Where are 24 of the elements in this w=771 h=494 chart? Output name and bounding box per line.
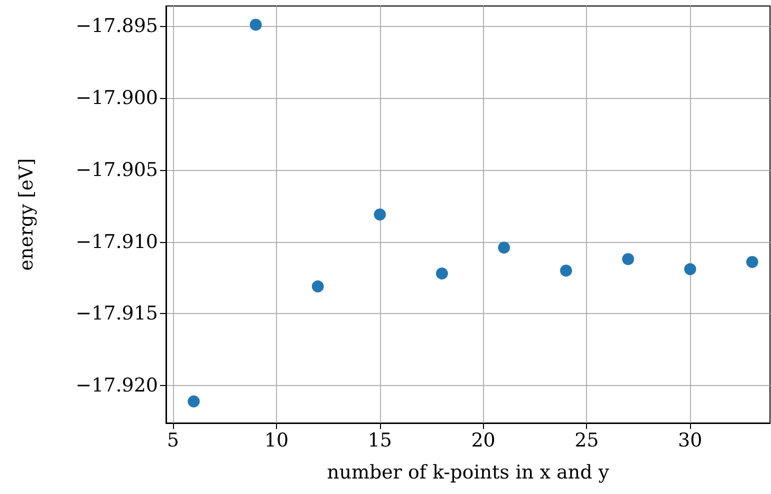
- point: [622, 253, 634, 266]
- y-tick-label: −17.910: [76, 230, 158, 253]
- point: [374, 208, 386, 220]
- x-tick-label: 5: [166, 430, 180, 452]
- y-tick-label: −17.915: [76, 302, 158, 325]
- x-tick-label: 20: [471, 430, 496, 452]
- point: [746, 256, 758, 268]
- point: [498, 242, 510, 254]
- x-tick-label: 25: [574, 430, 599, 452]
- point: [684, 263, 696, 276]
- y-tick-label: −17.920: [76, 374, 158, 397]
- y-tick-label: −17.905: [76, 158, 158, 181]
- y-axis-title: energy [eV]: [16, 158, 38, 271]
- point: [560, 264, 572, 277]
- point: [250, 18, 262, 31]
- point: [188, 395, 200, 408]
- x-tick-label: 30: [678, 430, 702, 452]
- y-tick-label: −17.900: [76, 87, 158, 110]
- y-tick-label: −17.895: [76, 15, 158, 38]
- x-axis-title: number of k-points in x and y: [326, 462, 610, 484]
- point: [436, 267, 448, 280]
- x-tick-label: 10: [264, 430, 289, 452]
- point: [312, 280, 324, 292]
- x-tick-label: 15: [368, 430, 392, 452]
